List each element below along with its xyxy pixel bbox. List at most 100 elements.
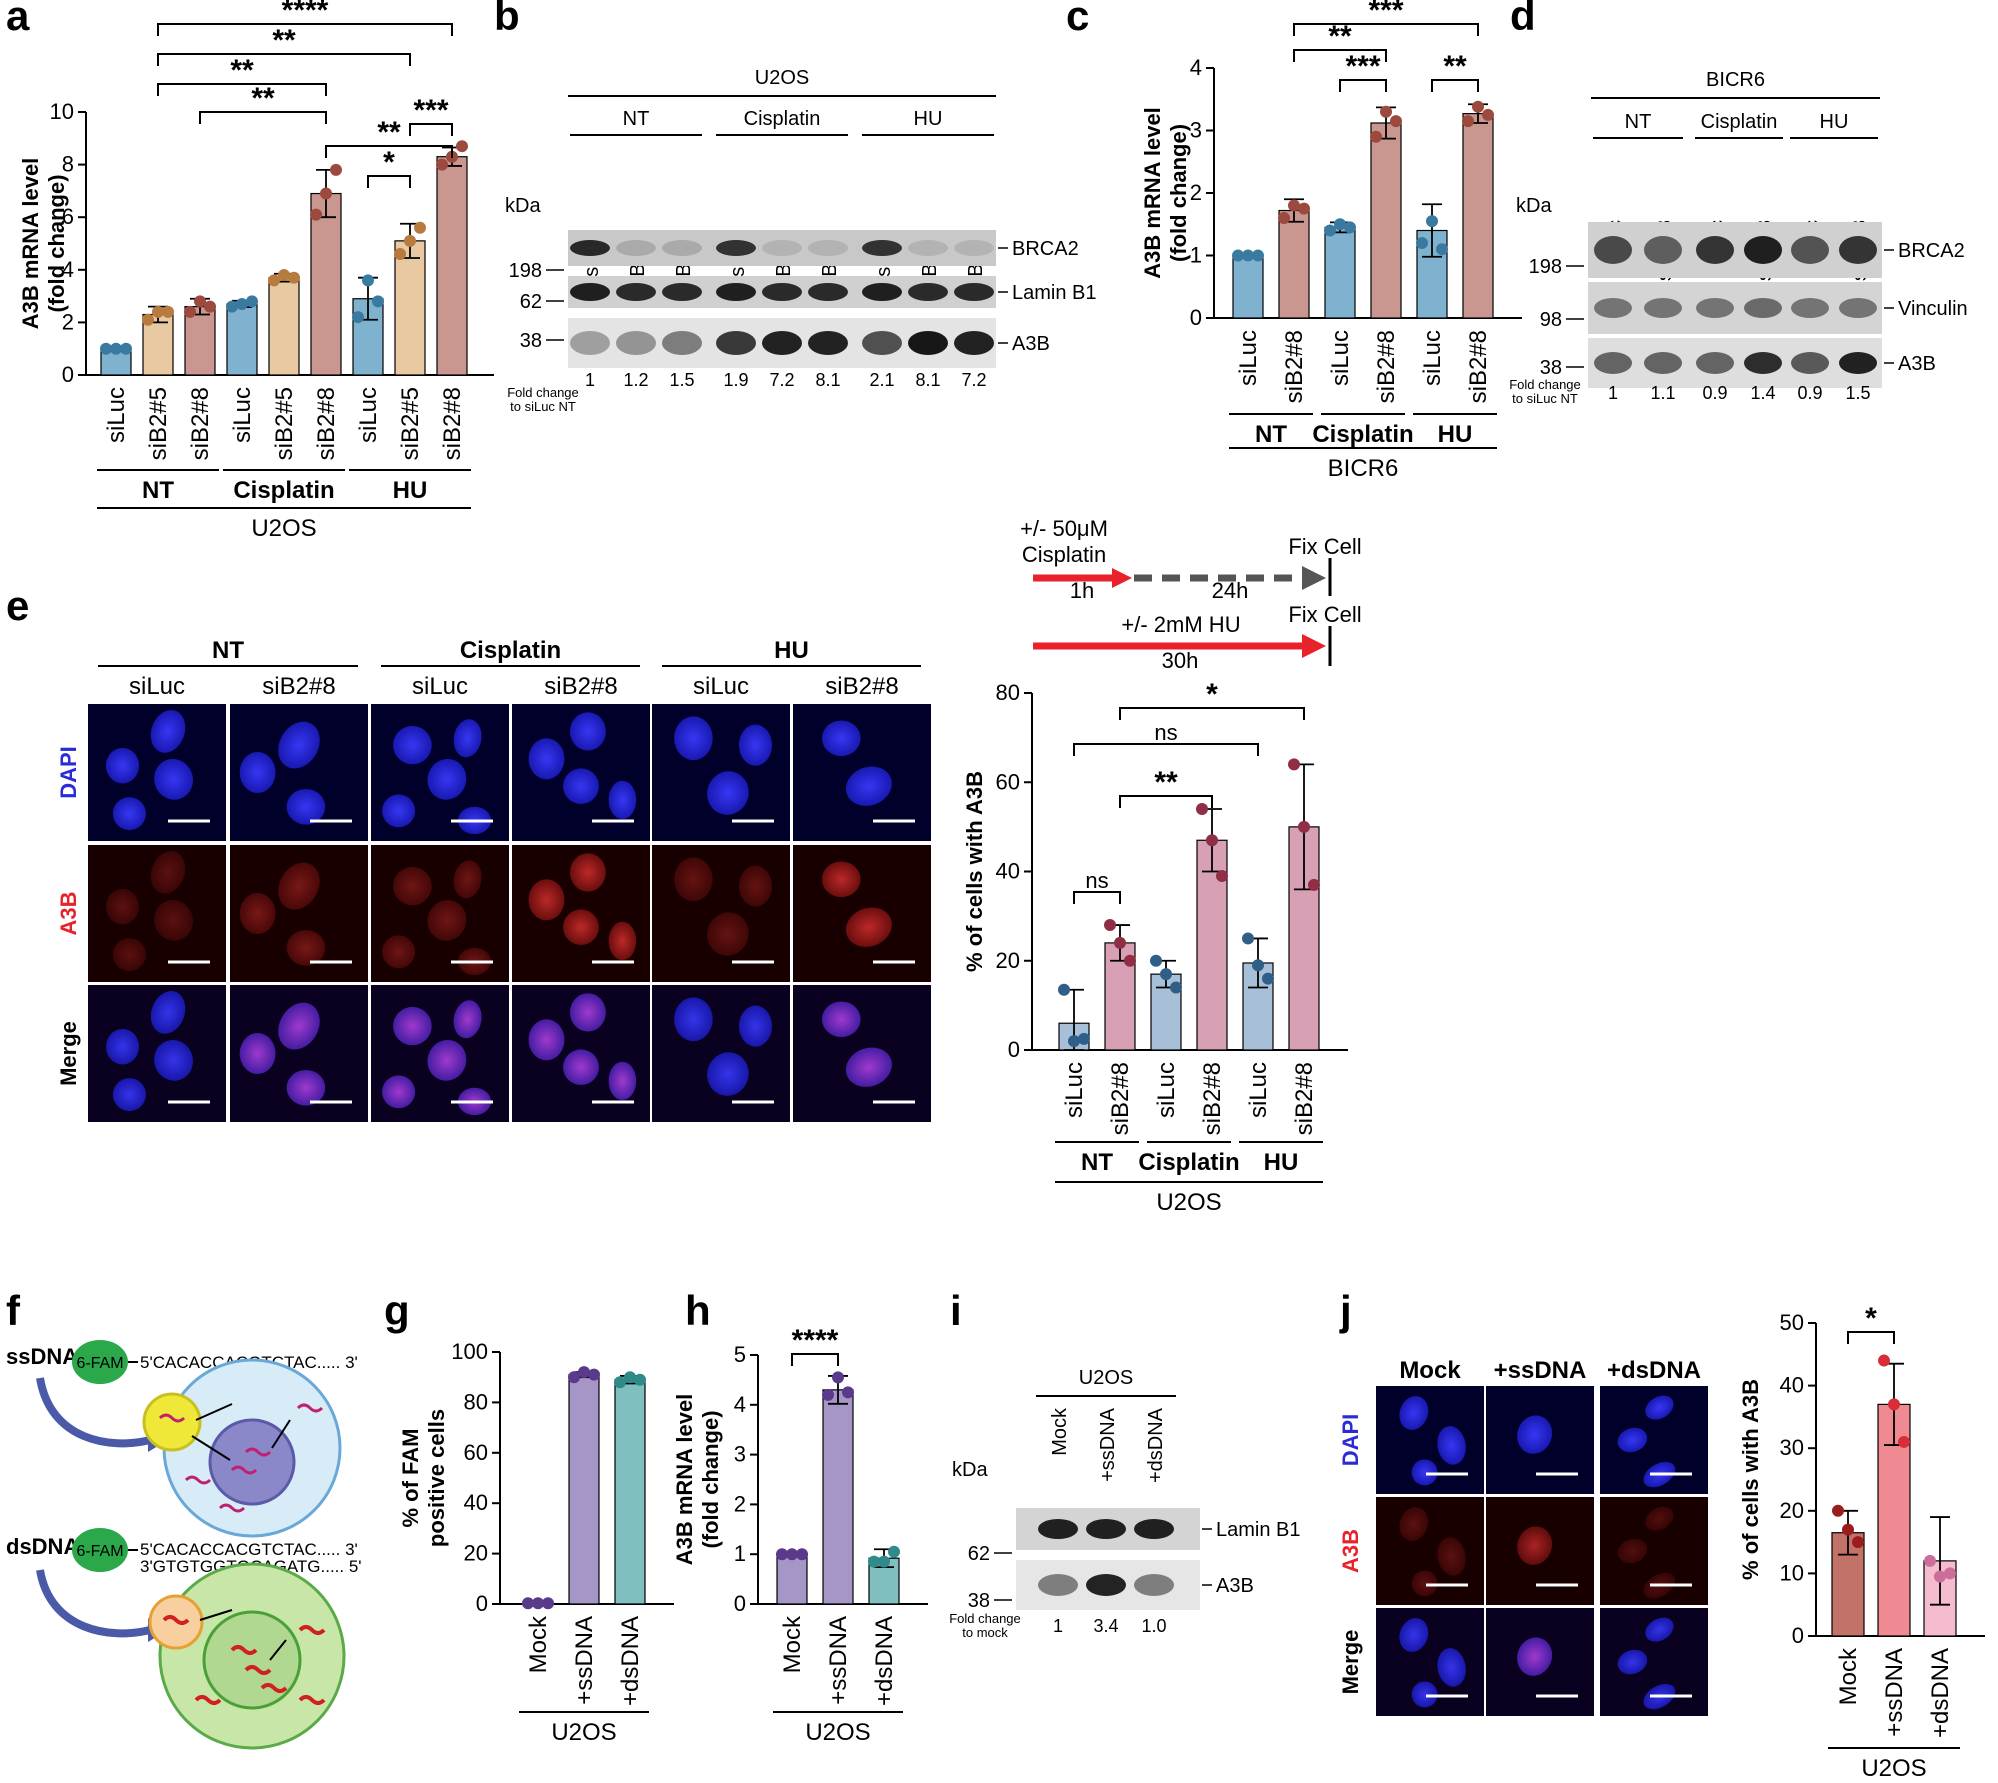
group-label: Cisplatin — [1312, 421, 1413, 448]
blot-kda-label: kDa — [952, 1459, 988, 1481]
significance-bracket — [1119, 795, 1213, 808]
data-point — [1426, 215, 1438, 228]
blot-fold-value: 8.1 — [915, 370, 940, 390]
significance-label: **** — [282, 0, 329, 27]
significance-bracket — [1073, 891, 1121, 904]
blot-fold-label: Fold change — [507, 385, 579, 400]
significance-bracket — [1073, 743, 1259, 756]
nucleus — [278, 721, 320, 769]
y-tick-label: 6 — [62, 204, 74, 229]
data-point — [456, 140, 468, 153]
data-point — [634, 1373, 646, 1386]
y-tick-label: 4 — [734, 1392, 746, 1417]
nucleus — [382, 1075, 416, 1109]
nucleus — [608, 1061, 637, 1101]
data-point — [1842, 1523, 1854, 1536]
blot-fold-value: 1.4 — [1750, 383, 1775, 403]
data-point — [1898, 1435, 1910, 1448]
blot-band — [662, 331, 702, 355]
x-category-label: siLuc — [355, 387, 382, 443]
data-point — [184, 305, 196, 318]
bar — [822, 1389, 854, 1605]
y-tick-label: 0 — [1792, 1623, 1804, 1648]
blot-fold-value: 3.4 — [1093, 1616, 1118, 1636]
blot-band — [862, 331, 902, 355]
blot-band — [1594, 352, 1632, 374]
panel-i-western-blot: U2OS Mock +ssDNA +dsDNA kDa Lamin B1 A3B 62 38Fo… — [949, 1367, 1300, 1640]
data-point — [1232, 249, 1244, 262]
group-label: Cisplatin — [233, 477, 334, 504]
blot-lane-label: +dsDNA — [1145, 1407, 1167, 1483]
blot-band — [1038, 1519, 1078, 1539]
x-category-label: siB2#8 — [1291, 1062, 1318, 1135]
micrograph-tile — [652, 985, 790, 1122]
blot-group-label: Cisplatin — [744, 108, 821, 130]
data-point — [204, 300, 216, 313]
y-tick-label: 20 — [1780, 1498, 1804, 1523]
nucleus — [278, 862, 320, 910]
x-category-label: +ssDNA — [1881, 1648, 1908, 1737]
timeline-fix-1: Fix Cell — [1288, 534, 1361, 559]
hu-arrowhead — [1302, 634, 1326, 658]
blot-band — [1086, 1574, 1126, 1596]
blot-band — [1594, 236, 1632, 264]
x-category-label: +dsDNA — [871, 1616, 898, 1706]
significance-label: ** — [1328, 20, 1352, 53]
data-point — [1160, 968, 1172, 981]
nucleus — [154, 899, 194, 941]
blot-band — [1791, 298, 1829, 318]
y-tick-label: 2 — [1190, 180, 1202, 205]
nucleus — [154, 758, 194, 800]
data-point — [1832, 1504, 1844, 1517]
nucleus — [1645, 1395, 1674, 1420]
bar — [776, 1553, 808, 1605]
micrograph-tile — [652, 704, 790, 841]
nucleus — [707, 912, 749, 956]
blot-band — [908, 283, 948, 301]
panel-j-microscopy-grid: DAPI A3B Merge Mock +ssDNA +dsDNA — [1338, 1357, 1708, 1716]
blot-band — [570, 240, 610, 256]
nucleus — [427, 758, 467, 800]
nucleus — [393, 1006, 432, 1046]
nucleus — [382, 794, 416, 828]
data-point — [568, 1371, 580, 1384]
significance-bracket — [157, 23, 453, 36]
data-point — [1462, 115, 1474, 128]
nucleus — [112, 1078, 146, 1112]
data-point — [1344, 221, 1356, 234]
y-tick-label: 80 — [464, 1389, 488, 1414]
blot-band — [808, 331, 848, 355]
y-tick-label: 60 — [996, 769, 1020, 794]
data-point — [1324, 224, 1336, 237]
blot-band — [662, 240, 702, 256]
nucleus — [1645, 1506, 1674, 1531]
cell-line-label: U2OS — [251, 515, 316, 542]
y-tick-label: 20 — [464, 1541, 488, 1566]
significance-bracket — [1339, 79, 1387, 92]
bar — [1278, 209, 1310, 319]
blot-band — [808, 283, 848, 301]
significance-label: ** — [1443, 50, 1467, 83]
nucleus — [1517, 1637, 1553, 1676]
data-point — [1058, 983, 1070, 996]
data-point — [796, 1548, 808, 1561]
blot-band-label: Vinculin — [1898, 298, 1968, 320]
x-category-label: siB2#8 — [1107, 1062, 1134, 1135]
significance-bracket — [409, 123, 453, 136]
data-point — [120, 342, 132, 355]
nucleus — [821, 861, 861, 898]
panel-e-letter: e — [6, 582, 29, 629]
blot-fold-label: to siLuc NT — [1512, 391, 1578, 406]
nucleus — [738, 865, 773, 907]
nucleus — [1645, 1617, 1674, 1642]
blot-band — [570, 283, 610, 301]
blot-cell-line: BICR6 — [1706, 69, 1765, 91]
cell-line-label: U2OS — [551, 1719, 616, 1746]
x-category-label: +dsDNA — [617, 1616, 644, 1706]
blot-strip — [1588, 282, 1882, 334]
blot-band-label: BRCA2 — [1012, 238, 1079, 260]
blot-band — [1038, 1574, 1078, 1596]
nucleus — [1399, 1396, 1429, 1430]
data-point — [236, 297, 248, 310]
data-point — [624, 1371, 636, 1384]
